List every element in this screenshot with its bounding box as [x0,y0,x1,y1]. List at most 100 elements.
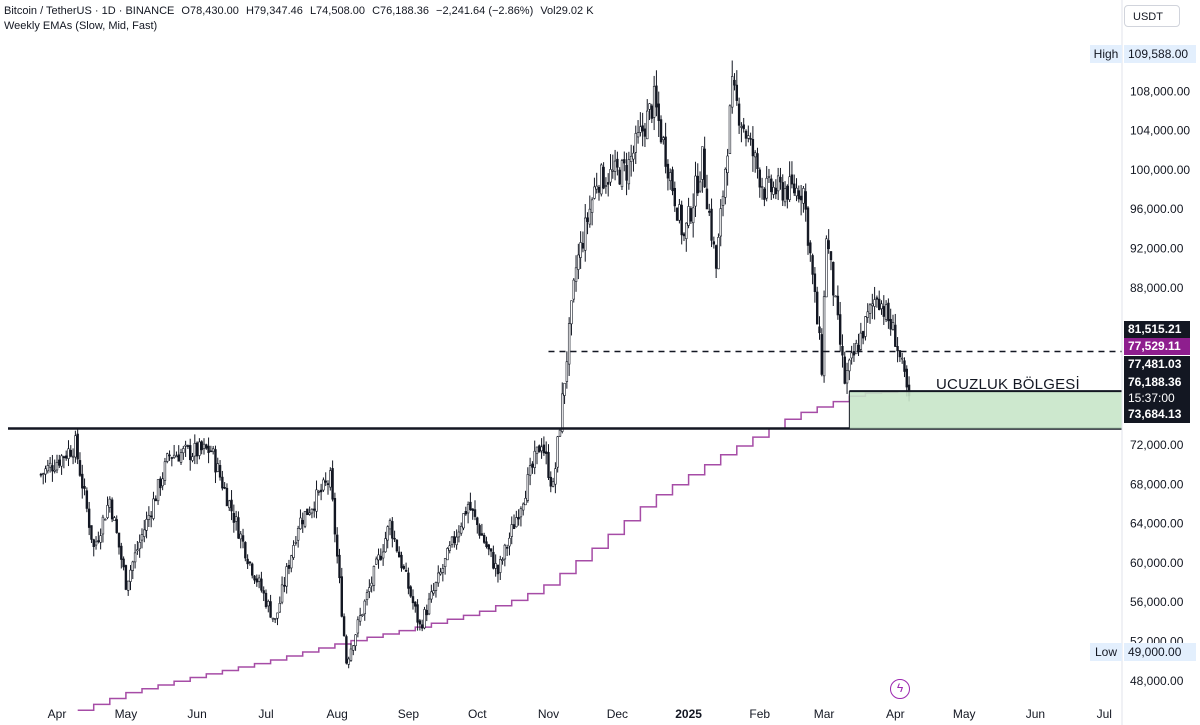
candle-body [866,311,869,318]
candle-body [342,616,346,636]
candle-body [211,448,215,453]
candle-body [772,187,775,195]
candle-body [673,187,677,207]
y-tick-label: 72,000.00 [1130,438,1184,452]
candle-body [678,204,681,221]
candle-body [832,261,835,296]
candle-body [209,450,213,453]
zone-bottom-tag: 73,684.13 [1124,406,1190,423]
candle-body [533,450,536,468]
candle-body [177,454,180,462]
candle-body [356,619,360,634]
candle-body [480,533,484,536]
candle-body [698,181,702,192]
candle-body [267,601,270,607]
lightning-icon[interactable]: ϟ [890,679,910,699]
candle-body [398,551,401,558]
candle-body [884,304,888,320]
candle-body [278,603,281,613]
candle-body [749,138,752,140]
y-tick-label: 96,000.00 [1130,202,1184,216]
x-tick-label: Apr [886,707,905,721]
candle-body [489,548,493,552]
candle-body [606,182,610,185]
currency-button[interactable]: USDT [1124,5,1180,27]
candle-body [482,534,486,543]
candle-body [687,206,690,226]
candle-body [655,85,658,108]
candle-body [512,524,516,530]
candle-body [593,186,596,199]
candle-body [457,531,461,538]
candle-body [338,554,341,579]
candle-body [388,520,392,530]
candle-body [586,217,589,222]
candle-body [522,503,525,511]
open-value: O78,430.00 [181,5,239,17]
candle-body [501,559,504,561]
candle-body [244,542,247,559]
candle-body [786,185,789,200]
candle-body [113,517,116,521]
candle-body [42,473,45,475]
candle-body [515,517,518,528]
candle-body [726,155,729,173]
candle-body [161,478,164,487]
candle-body [443,558,447,567]
candle-body [149,515,153,518]
candle-body [597,186,601,193]
candle-body [878,298,881,310]
candle-body [411,596,415,604]
candle-body [664,136,667,167]
candle-body [696,175,699,194]
candle-body [822,296,826,377]
candle-body [710,208,713,241]
indicator-name[interactable]: Weekly EMAs (Slow, Mid, Fast) [4,20,158,32]
candle-body [313,508,316,511]
candle-body [143,529,146,537]
candle-body [85,490,89,509]
candle-body [221,476,224,489]
candle-body [783,188,787,203]
y-tick-label: 48,000.00 [1130,674,1184,688]
candle-body [841,346,844,356]
candle-body [804,191,807,210]
candle-body [375,558,378,565]
candle-body [476,517,479,526]
candle-body [646,110,649,140]
candle-body [326,483,330,486]
candle-body [779,176,782,183]
candle-body [333,498,337,535]
candle-body [627,159,631,185]
candle-body [124,565,128,590]
candle-body [423,609,426,629]
x-tick-label: May [115,707,138,721]
candle-body [133,552,137,563]
candle-body [207,445,210,453]
y-tick-label: 108,000.00 [1130,84,1190,98]
candle-body [485,541,488,547]
candle-body [499,559,502,573]
candle-body [46,465,50,472]
candle-body [434,582,438,591]
volume-value: Vol29.02 K [540,5,594,17]
candle-body [466,504,470,514]
candle-body [556,436,559,468]
candle-body [793,183,796,194]
candle-body [349,648,353,661]
candle-body [402,566,405,569]
x-tick-label: 2025 [675,707,702,721]
candle-body [473,509,477,517]
candle-body [680,204,683,236]
candle-body [340,576,343,617]
candle-body [439,571,442,575]
chart-legend: Bitcoin / TetherUS · 1D · BINANCE O78,43… [4,4,594,33]
candle-body [230,499,233,512]
candle-body [632,152,635,160]
candle-body [280,584,284,603]
candle-body [237,517,240,539]
candle-body [368,587,371,592]
candle-body [577,254,580,270]
candle-body [205,444,208,449]
